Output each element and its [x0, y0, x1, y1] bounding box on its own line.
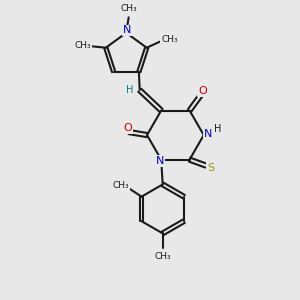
Text: N: N: [204, 129, 212, 139]
Text: O: O: [123, 123, 132, 133]
Text: N: N: [155, 156, 164, 166]
Text: O: O: [198, 86, 207, 96]
Text: H: H: [127, 85, 134, 94]
Text: N: N: [123, 26, 131, 35]
Text: S: S: [207, 163, 214, 173]
Text: CH₃: CH₃: [161, 35, 178, 44]
Text: CH₃: CH₃: [74, 41, 91, 50]
Text: CH₃: CH₃: [112, 181, 129, 190]
Text: H: H: [214, 124, 221, 134]
Text: CH₃: CH₃: [155, 252, 172, 261]
Text: CH₃: CH₃: [121, 4, 138, 14]
